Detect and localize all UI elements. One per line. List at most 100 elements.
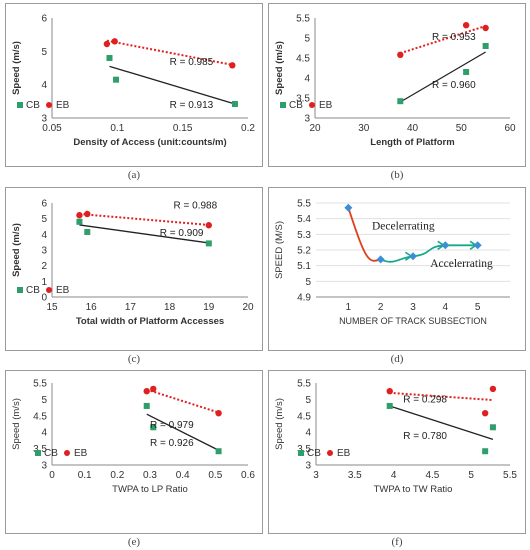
trendline-cb [399, 51, 486, 103]
legend-marker-cb [17, 287, 23, 293]
x-axis-label: TWPA to TW Ratio [374, 484, 453, 495]
legend-label-eb: EB [337, 448, 351, 459]
panel-frame [5, 3, 263, 167]
panel-caption: (e) [128, 536, 141, 548]
x-tick-label: 1 [346, 302, 352, 313]
annotation-decelerating: Decelerrating [372, 221, 435, 233]
y-tick-label: 4.5 [33, 411, 47, 422]
y-tick-label: 4 [41, 428, 47, 439]
r-label-cb: R = 0.913 [170, 100, 214, 111]
x-tick-label: 0.2 [241, 123, 255, 134]
legend-marker-cb [280, 102, 286, 108]
x-tick-label: 0.1 [78, 470, 92, 481]
x-tick-label: 17 [125, 302, 137, 313]
x-tick-label: 3 [410, 302, 416, 313]
point-eb [229, 62, 236, 69]
x-tick-label: 4 [443, 302, 449, 313]
x-tick-label: 30 [358, 123, 370, 134]
point-eb [386, 388, 393, 395]
legend-label-cb: CB [26, 285, 40, 296]
y-tick-label: 3 [41, 461, 47, 472]
trendline-cb [109, 65, 236, 105]
trendline-eb [146, 388, 219, 414]
r-label-eb: R = 0.298 [403, 395, 447, 406]
x-tick-label: 3.5 [348, 470, 362, 481]
x-tick-label: 5.5 [503, 470, 517, 481]
data-point-diamond [473, 241, 482, 250]
y-tick-label: 5.5 [297, 199, 311, 210]
x-tick-label: 18 [164, 302, 176, 313]
point-cb [397, 98, 404, 105]
trendline-cb [146, 413, 219, 451]
y-tick-label: 3 [41, 114, 47, 125]
y-tick-label: 5.1 [297, 261, 311, 272]
point-cb [489, 424, 496, 431]
legend-label-cb: CB [44, 448, 58, 459]
y-tick-label: 6 [41, 14, 47, 25]
x-tick-label: 20 [309, 123, 321, 134]
panel-caption: (b) [391, 169, 404, 181]
r-label-eb: R = 0.985 [170, 57, 214, 68]
panel-frame [5, 187, 263, 351]
panel-caption: (f) [392, 536, 403, 548]
x-tick-label: 0.6 [241, 470, 255, 481]
y-tick-label: 4.5 [296, 54, 310, 65]
x-tick-label: 0.4 [176, 470, 190, 481]
x-tick-label: 20 [242, 302, 254, 313]
x-tick-label: 0.15 [173, 123, 193, 134]
x-tick-label: 19 [203, 302, 215, 313]
y-tick-label: 5.3 [297, 230, 311, 241]
panel-caption: (d) [391, 353, 404, 365]
y-tick-label: 3.5 [297, 444, 311, 455]
data-point-diamond [344, 203, 353, 212]
y-tick-label: 4 [41, 230, 47, 241]
point-eb [205, 222, 212, 229]
point-eb [481, 409, 489, 417]
point-cb [386, 402, 393, 409]
y-tick-label: 6 [41, 199, 47, 210]
x-tick-label: 5 [468, 470, 474, 481]
x-tick-label: 0.2 [110, 470, 124, 481]
point-cb [150, 424, 157, 431]
point-cb [482, 43, 489, 49]
y-tick-label: 3 [305, 461, 311, 472]
y-tick-label: 4 [304, 74, 310, 85]
y-axis-label: Speed (m/s) [274, 41, 285, 95]
point-eb [84, 210, 91, 218]
point-eb [489, 385, 497, 393]
point-eb [76, 212, 83, 219]
data-point-diamond [409, 252, 417, 261]
annotation-accelerating: Accelerrating [430, 258, 493, 270]
y-tick-label: 5 [305, 277, 311, 288]
point-cb [205, 240, 212, 247]
r-label-eb: R = 0.979 [150, 420, 194, 431]
y-axis-label: Speed (m/s) [11, 41, 22, 95]
x-tick-label: 50 [456, 123, 468, 134]
x-axis-label: Length of Platform [370, 137, 454, 148]
point-cb [106, 55, 113, 61]
point-eb [111, 38, 118, 45]
y-tick-label: 3.5 [296, 94, 310, 105]
y-tick-label: 4 [41, 80, 47, 91]
x-tick-label: 60 [504, 123, 516, 134]
r-label-cb: R = 0.926 [150, 438, 194, 449]
y-tick-label: 5 [304, 34, 310, 45]
y-tick-label: 4.5 [297, 411, 311, 422]
y-axis-label: Speed (m/s) [11, 398, 22, 450]
r-label-cb: R = 0.780 [403, 431, 447, 442]
y-tick-label: 1 [41, 277, 47, 288]
x-tick-label: 0.05 [42, 123, 62, 134]
panel-frame [268, 3, 526, 167]
y-tick-label: 2 [41, 261, 47, 272]
x-tick-label: 40 [407, 123, 419, 134]
legend-marker-eb [46, 287, 52, 293]
x-tick-label: 16 [86, 302, 98, 313]
y-tick-label: 5.5 [297, 379, 311, 390]
y-tick-label: 3.5 [33, 444, 47, 455]
point-eb [143, 388, 150, 395]
y-axis-label: Speed (m/s) [11, 223, 22, 277]
point-eb [482, 24, 489, 32]
point-eb [462, 22, 470, 29]
x-axis-label: Total width of Platform Accesses [76, 316, 224, 327]
legend-marker-eb [309, 102, 315, 108]
